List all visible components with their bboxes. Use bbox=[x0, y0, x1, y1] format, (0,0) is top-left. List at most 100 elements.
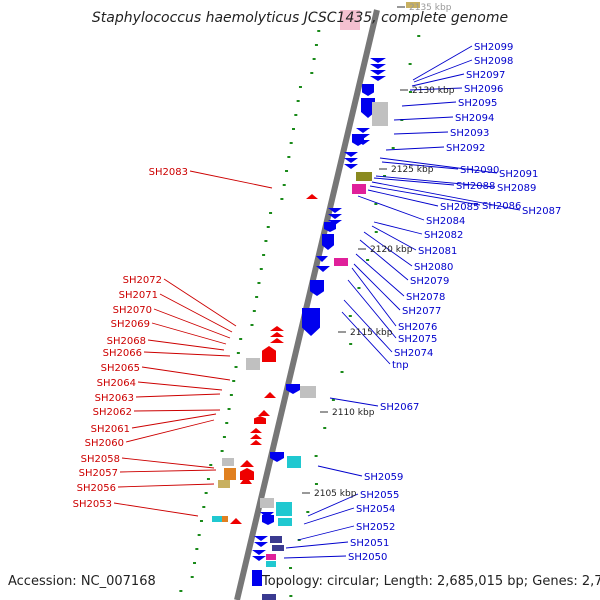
feature-box bbox=[266, 554, 276, 560]
gene-label: tnp bbox=[392, 360, 409, 371]
reverse-gene-arrow bbox=[250, 434, 262, 439]
leader-line bbox=[411, 73, 465, 87]
gc-dash bbox=[289, 142, 293, 144]
gc-dash bbox=[310, 72, 314, 74]
gene-label: SH2096 bbox=[464, 84, 503, 95]
leader-line bbox=[119, 469, 217, 473]
reverse-gene-arrow bbox=[270, 326, 284, 331]
gc-dash bbox=[252, 310, 256, 312]
pseudogene-box bbox=[260, 498, 274, 508]
reverse-gene-arrow bbox=[306, 194, 318, 199]
feature-box bbox=[222, 516, 228, 522]
gene-label: SH2090 bbox=[460, 165, 499, 176]
forward-gene-block bbox=[324, 222, 336, 232]
gc-dash bbox=[264, 240, 268, 242]
gene-label: SH2092 bbox=[446, 143, 485, 154]
gc-dash bbox=[195, 548, 199, 550]
tick-label: 2130 kbp bbox=[412, 86, 455, 96]
leader-line bbox=[117, 483, 215, 488]
feature-box bbox=[278, 518, 292, 526]
leader-line bbox=[363, 231, 413, 267]
gene-label: SH2066 bbox=[103, 348, 142, 359]
leader-line bbox=[303, 507, 355, 525]
gene-label: SH2072 bbox=[123, 275, 162, 286]
gene-label: SH2069 bbox=[111, 319, 150, 330]
reverse-gene-arrow bbox=[270, 338, 284, 343]
forward-gene-block bbox=[270, 452, 284, 462]
forward-gene-block bbox=[286, 384, 300, 394]
gc-dash bbox=[236, 352, 240, 354]
gene-label: SH2093 bbox=[450, 128, 489, 139]
feature-box bbox=[266, 561, 276, 567]
gc-dash bbox=[269, 212, 273, 214]
gene-label: SH2097 bbox=[466, 70, 505, 81]
leader-line bbox=[369, 185, 481, 206]
feature-box bbox=[218, 480, 230, 488]
gc-dash bbox=[257, 282, 261, 284]
reverse-gene-arrow bbox=[250, 440, 262, 445]
gc-dash bbox=[298, 86, 302, 88]
forward-gene-arrow bbox=[344, 158, 358, 163]
leader-line bbox=[353, 263, 401, 311]
gc-dash bbox=[408, 91, 412, 93]
leader-line bbox=[131, 413, 217, 429]
forward-gene-block bbox=[262, 515, 274, 525]
leader-line bbox=[401, 101, 457, 107]
reverse-gene-arrow bbox=[250, 428, 262, 433]
gc-dash bbox=[285, 170, 289, 172]
gc-dash bbox=[314, 455, 318, 457]
gc-dash bbox=[317, 30, 321, 32]
gene-label: SH2087 bbox=[522, 206, 561, 217]
leader-line bbox=[341, 311, 391, 365]
gc-dash bbox=[408, 63, 412, 65]
gene-label: SH2075 bbox=[398, 334, 437, 345]
gene-label: SH2084 bbox=[426, 216, 465, 227]
leader-line bbox=[351, 267, 397, 327]
leader-line bbox=[371, 225, 417, 251]
tick-label: 2120 kbp bbox=[370, 245, 413, 255]
gc-dash bbox=[190, 576, 194, 578]
reverse-gene-arrow bbox=[270, 332, 284, 337]
leader-line bbox=[121, 457, 215, 469]
gc-dash bbox=[266, 226, 270, 228]
gc-dash bbox=[287, 156, 291, 158]
feature-box bbox=[276, 502, 292, 516]
pseudogene-box bbox=[246, 358, 260, 370]
gc-dash bbox=[239, 338, 243, 340]
gc-dash bbox=[199, 520, 203, 522]
gene-label: SH2063 bbox=[95, 393, 134, 404]
gc-dash bbox=[391, 147, 395, 149]
leader-line bbox=[159, 293, 233, 333]
gc-dash bbox=[202, 506, 206, 508]
tick-label: 2105 kbp bbox=[314, 489, 357, 499]
leader-line bbox=[381, 161, 459, 170]
gene-label: SH2060 bbox=[85, 438, 124, 449]
forward-gene-arrow bbox=[344, 152, 358, 157]
leader-line bbox=[283, 555, 347, 559]
leader-line bbox=[285, 541, 349, 549]
gc-dash bbox=[348, 315, 352, 317]
gene-label: SH2078 bbox=[406, 292, 445, 303]
leader-line bbox=[393, 116, 454, 121]
gc-dash bbox=[296, 100, 300, 102]
leader-line bbox=[297, 525, 355, 541]
leader-line bbox=[412, 45, 473, 81]
gene-label: SH2086 bbox=[482, 201, 521, 212]
gene-labels: SH2099 SH2098 SH2097 SH2096 SH2095 SH2094 SH20… bbox=[73, 42, 562, 563]
gene-label: SH2051 bbox=[350, 538, 389, 549]
gene-label: SH2076 bbox=[398, 322, 437, 333]
gc-dash bbox=[209, 464, 213, 466]
leader-line bbox=[375, 175, 496, 188]
gc-dash bbox=[193, 562, 197, 564]
gene-label: SH2065 bbox=[101, 363, 140, 374]
leader-line bbox=[347, 279, 397, 339]
leader-line bbox=[317, 465, 363, 477]
feature-box bbox=[270, 536, 282, 543]
feature-box bbox=[252, 570, 262, 586]
reverse-gene-arrow bbox=[264, 392, 276, 398]
gene-label: SH2083 bbox=[149, 167, 188, 178]
tick-label: 2110 kbp bbox=[332, 408, 375, 418]
forward-gene-arrow bbox=[356, 128, 370, 133]
gc-dash bbox=[227, 408, 231, 410]
reverse-gene-block bbox=[262, 346, 276, 362]
